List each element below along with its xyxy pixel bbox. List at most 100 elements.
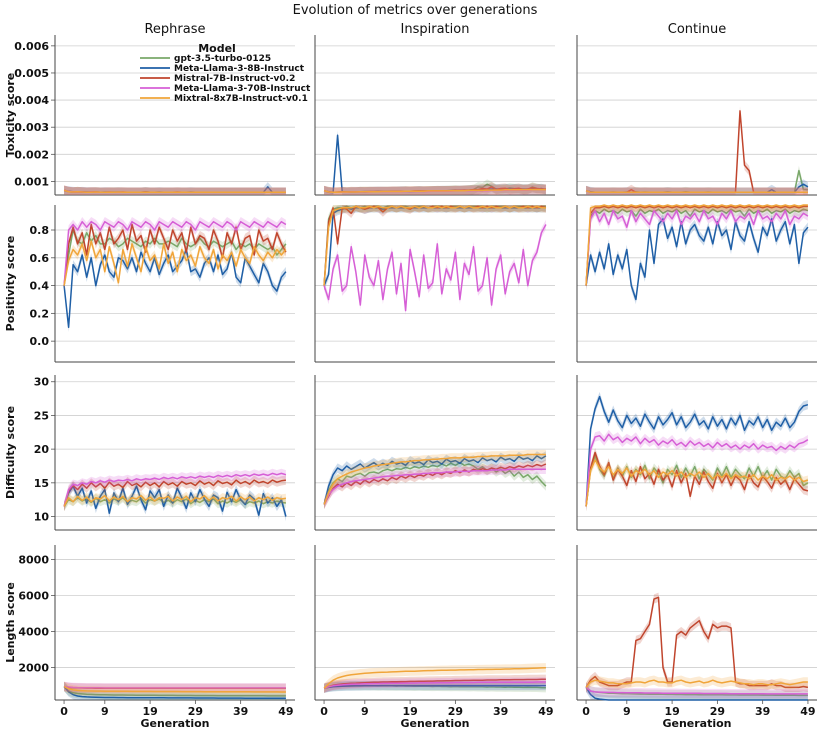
y-tick-label: 0.003 <box>14 121 49 134</box>
y-tick-label: 10 <box>34 511 50 524</box>
series-line <box>63 685 286 693</box>
series-line <box>585 395 809 507</box>
y-tick-label: 15 <box>34 477 49 490</box>
legend: Modelgpt-3.5-turbo-0125Meta-Llama-3-8B-I… <box>140 42 311 104</box>
confidence-band <box>324 184 546 195</box>
x-tick-label: 39 <box>233 705 248 718</box>
confidence-band <box>64 491 286 512</box>
series-line <box>63 496 286 507</box>
panel-toxicity-score-continue <box>576 35 817 196</box>
panel-length-score-inspiration: 0 9 19 29 39 49 Generation <box>314 545 555 730</box>
series-line <box>323 681 546 690</box>
x-tick-label: 0 <box>320 705 328 718</box>
y-tick-label: 0.005 <box>14 67 49 80</box>
confidence-band <box>586 675 808 692</box>
series-line <box>63 223 287 286</box>
column-title: Inspiration <box>401 22 470 37</box>
panel-difficulty-score-rephrase: 10 15 20 25 30 <box>34 375 295 531</box>
series-line <box>323 463 547 505</box>
confidence-band <box>586 455 808 512</box>
y-tick-label: 30 <box>34 376 50 389</box>
series-line <box>63 229 287 286</box>
series-line <box>63 686 286 699</box>
legend-entry: Meta-Llama-3-8B-Instruct <box>174 64 305 74</box>
confidence-band <box>324 674 546 693</box>
series-line <box>585 679 808 688</box>
series-line <box>585 451 809 507</box>
x-tick-label: 19 <box>402 705 417 718</box>
x-axis-label: Generation <box>400 717 469 730</box>
y-tick-label: 6000 <box>18 589 49 602</box>
confidence-band <box>324 677 546 693</box>
y-axis-label: Difficulty score <box>4 406 17 499</box>
confidence-band <box>324 663 546 693</box>
y-axis-label: Toxicity score <box>4 73 17 158</box>
x-tick-label: 49 <box>278 705 293 718</box>
x-tick-label: 49 <box>538 705 553 718</box>
series-line <box>585 687 808 701</box>
series-line <box>63 240 287 286</box>
series-line <box>323 468 546 505</box>
panel-toxicity-score-inspiration <box>314 35 555 196</box>
y-tick-label: 20 <box>34 443 50 456</box>
confidence-band <box>324 205 546 291</box>
panel-length-score-continue: 0 9 19 29 39 49 Generation <box>576 545 817 730</box>
series-line <box>63 248 287 329</box>
series-line <box>585 208 809 286</box>
series-line <box>585 686 808 697</box>
x-tick-label: 9 <box>361 705 369 718</box>
confidence-band <box>64 681 286 700</box>
series-line <box>323 205 546 286</box>
series-line <box>63 220 287 286</box>
y-axis-label: Positivity score <box>4 236 17 332</box>
x-tick-label: 9 <box>623 705 631 718</box>
y-tick-label: 0.001 <box>14 175 49 188</box>
column-title: Rephrase <box>144 22 205 37</box>
series-line <box>323 205 547 286</box>
series-line <box>323 666 546 689</box>
y-tick-label: 0.0 <box>30 335 50 348</box>
series-line <box>323 455 547 505</box>
x-tick-label: 29 <box>448 705 463 718</box>
x-tick-label: 0 <box>60 705 68 718</box>
x-axis-label: Generation <box>140 717 209 730</box>
series-line <box>323 453 546 505</box>
series-line <box>63 472 287 507</box>
confidence-band <box>586 429 808 512</box>
panel-positivity-score-inspiration <box>314 205 555 363</box>
column-title: Continue <box>668 22 726 37</box>
chart-title: Evolution of metrics over generations <box>293 3 538 18</box>
series-line <box>63 479 287 507</box>
series-line <box>585 205 808 286</box>
x-axis-label: Generation <box>662 717 731 730</box>
series-line <box>585 204 808 286</box>
series-line <box>63 189 286 194</box>
series-line <box>585 110 808 194</box>
y-tick-label: 0.004 <box>14 94 49 107</box>
panel-positivity-score-rephrase: 0.0 0.2 0.4 0.6 0.8 <box>30 205 295 363</box>
panel-grid: Rephrase Inspiration Continue Toxicity scor… <box>4 22 817 730</box>
y-tick-label: 0.2 <box>30 307 50 320</box>
x-tick-label: 29 <box>710 705 725 718</box>
legend-title: Model <box>198 42 236 55</box>
confidence-band <box>64 185 286 195</box>
x-tick-label: 39 <box>755 705 770 718</box>
series-line <box>585 189 808 194</box>
confidence-band <box>324 205 546 291</box>
confidence-band <box>586 179 808 195</box>
panel-toxicity-score-rephrase: 0.001 0.002 0.003 0.004 0.005 0.006 <box>14 35 295 196</box>
y-tick-label: 2000 <box>18 662 49 675</box>
confidence-band <box>324 205 546 291</box>
confidence-band <box>586 682 808 699</box>
confidence-band <box>64 468 286 512</box>
y-tick-label: 4000 <box>18 626 49 639</box>
confidence-band <box>64 217 286 291</box>
confidence-band <box>64 681 286 697</box>
series-line <box>585 218 809 301</box>
x-tick-label: 49 <box>800 705 815 718</box>
panel-difficulty-score-inspiration <box>314 375 555 531</box>
y-tick-label: 0.6 <box>30 252 50 265</box>
x-tick-label: 9 <box>101 705 109 718</box>
series-line <box>585 686 808 695</box>
